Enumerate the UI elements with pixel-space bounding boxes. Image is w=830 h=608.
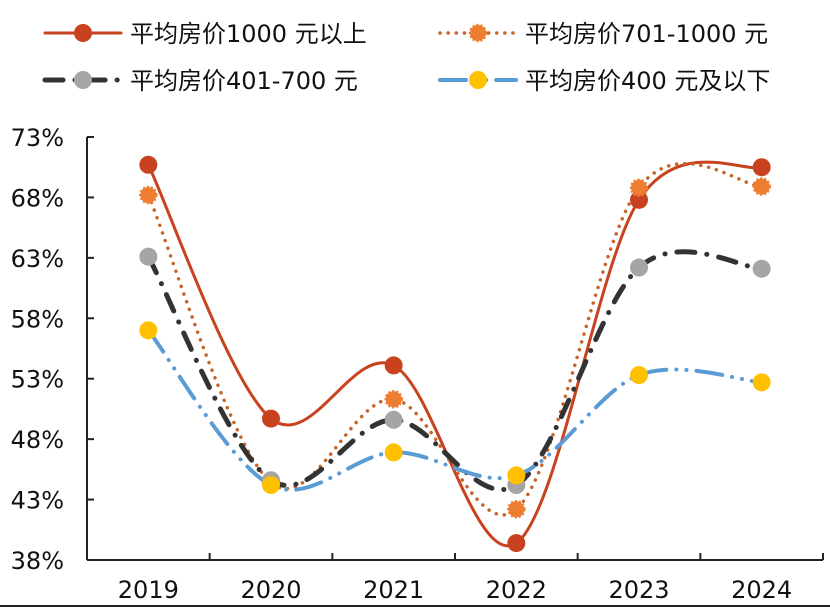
x-tick-label: 2022 (486, 576, 547, 604)
data-point (507, 466, 526, 485)
data-point (752, 177, 771, 196)
data-point (507, 534, 526, 553)
x-tick-label: 2019 (118, 576, 179, 604)
series-line (146, 328, 764, 492)
data-point (384, 410, 403, 429)
data-point (752, 259, 771, 278)
data-point (629, 178, 649, 198)
series-layer (139, 155, 771, 553)
legend-item: 平均房价1000 元以上 (43, 20, 367, 48)
data-point (630, 366, 648, 385)
data-point (384, 390, 403, 409)
x-tick-label: 2023 (608, 576, 669, 604)
data-point (262, 476, 280, 495)
legend-label: 平均房价400 元及以下 (525, 67, 770, 95)
series-line (145, 249, 765, 492)
series-3 (145, 249, 765, 492)
y-tick-label: 53% (11, 366, 64, 394)
series-markers-4 (139, 321, 771, 495)
legend-label: 平均房价401-700 元 (130, 67, 358, 95)
series-4 (146, 328, 764, 492)
legend-item: 平均房价400 元及以下 (438, 67, 770, 95)
axes: 38% 43% 48% 53% 58% 63% 68% 73% 2019 2020 2021 2022… (11, 124, 824, 604)
data-point (384, 356, 403, 375)
data-point (139, 321, 158, 340)
legend-marker (468, 23, 488, 43)
series-1 (146, 160, 764, 548)
legend-item: 平均房价401-700 元 (42, 67, 358, 95)
legend-marker (74, 71, 92, 89)
data-point (630, 258, 648, 277)
y-tick-label: 58% (11, 305, 64, 333)
data-point (752, 158, 771, 177)
series-markers-1 (139, 155, 771, 553)
y-tick-label: 48% (11, 426, 64, 454)
x-tick-label: 2024 (731, 576, 792, 604)
legend-item: 平均房价701-1000 元 (438, 20, 768, 48)
legend-label: 平均房价1000 元以上 (130, 20, 367, 48)
y-tick-label: 43% (11, 487, 64, 515)
data-point (384, 443, 403, 462)
data-point (262, 409, 280, 428)
y-tick-label: 68% (11, 184, 64, 212)
legend-marker (74, 24, 92, 42)
y-tick-label: 73% (11, 124, 64, 152)
x-tick-label: 2020 (240, 576, 301, 604)
x-tick-label: 2021 (363, 576, 424, 604)
data-point (139, 185, 158, 205)
series-line (146, 160, 764, 548)
data-point (752, 373, 771, 392)
data-point (139, 155, 158, 174)
y-tick-label: 38% (11, 547, 64, 575)
y-tick-label: 63% (11, 245, 64, 273)
bottom-border (0, 605, 830, 607)
legend-label: 平均房价701-1000 元 (525, 20, 768, 48)
legend-marker (469, 71, 487, 89)
data-point (507, 499, 526, 519)
data-point (139, 247, 158, 266)
